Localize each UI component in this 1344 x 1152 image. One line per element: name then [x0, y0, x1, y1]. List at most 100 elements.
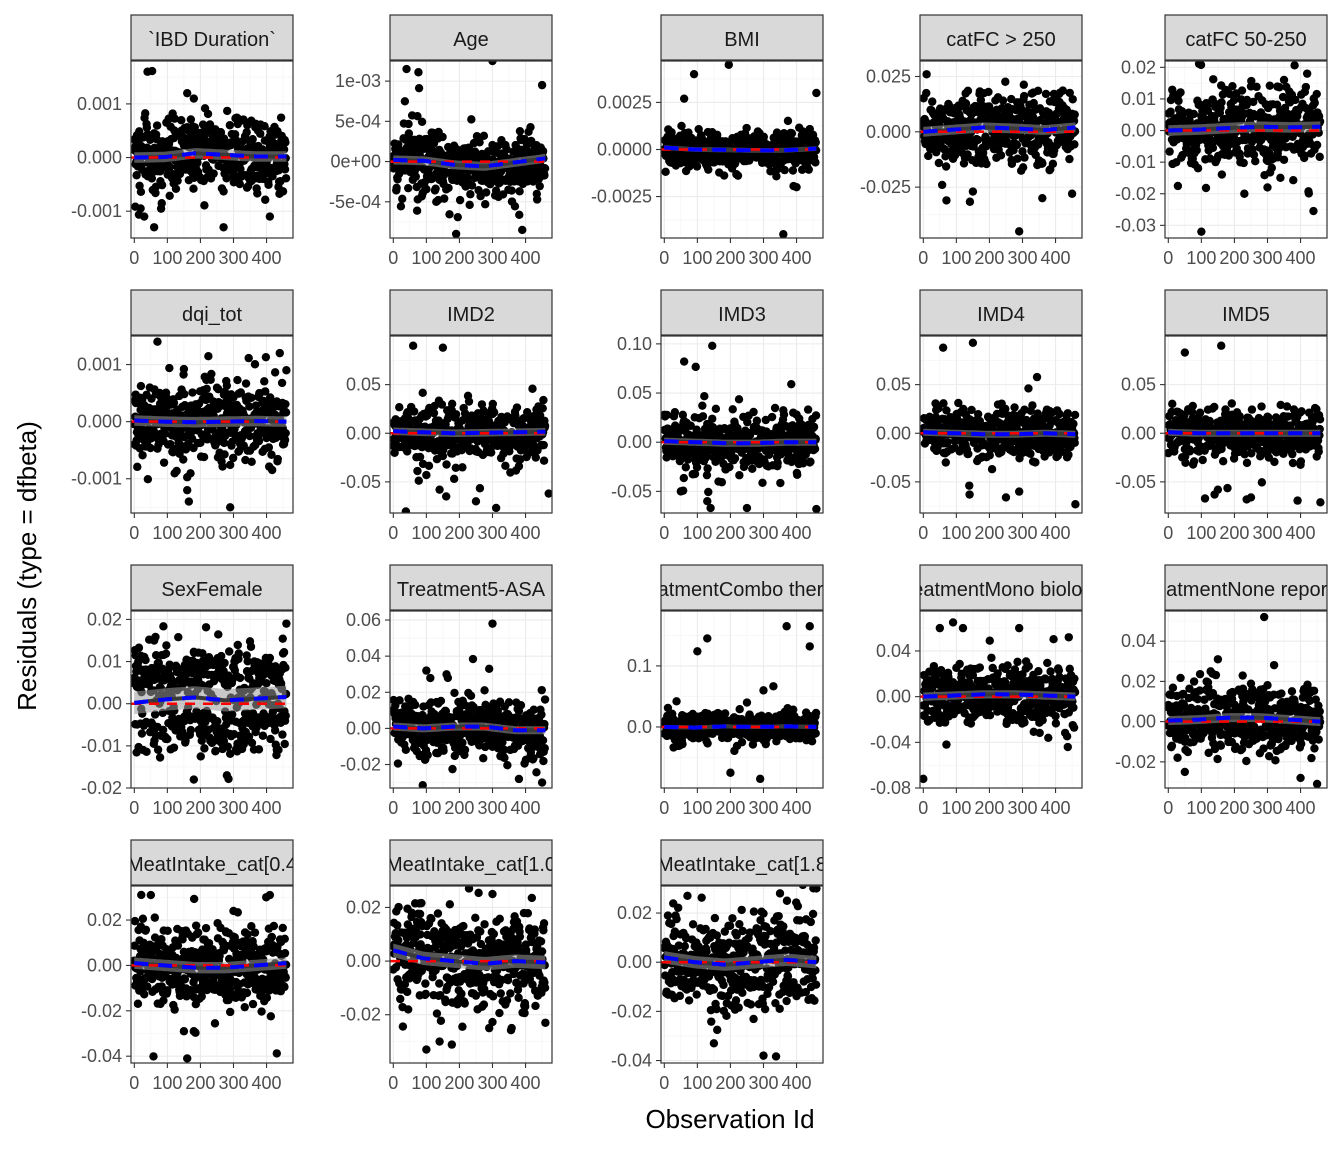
y-tick-label: 0.00: [876, 423, 911, 443]
data-point: [1201, 183, 1211, 193]
data-point: [225, 460, 235, 470]
data-point: [783, 116, 793, 126]
data-point: [165, 363, 174, 373]
facet-strip-label: dqi_tot: [182, 304, 242, 326]
x-tick-label: 100: [1186, 523, 1216, 543]
data-point: [1013, 154, 1022, 163]
data-point: [804, 165, 813, 174]
trend-line: [664, 439, 817, 446]
data-point: [137, 729, 147, 738]
data-point: [404, 119, 413, 129]
y-tick-label: 0.05: [617, 383, 652, 403]
x-tick-label: 100: [941, 523, 971, 543]
outlier-point: [724, 61, 733, 69]
outlier-point: [442, 492, 451, 501]
x-tick-label: 0: [388, 523, 398, 543]
data-point: [803, 405, 813, 414]
data-point: [539, 456, 549, 465]
outlier-point: [676, 487, 686, 496]
x-tick-label: 300: [1252, 248, 1282, 268]
data-point: [1020, 153, 1029, 162]
x-tick-label: 300: [218, 248, 248, 268]
data-point: [142, 123, 152, 132]
data-point: [157, 199, 166, 208]
data-point: [245, 402, 254, 411]
data-point: [1300, 151, 1309, 160]
data-point: [143, 474, 153, 484]
data-point: [1251, 157, 1260, 166]
data-point: [270, 368, 280, 377]
data-point: [159, 622, 168, 631]
panel-border: [130, 335, 294, 514]
scatter-points: [920, 70, 1080, 236]
facet-strip-label: IMD2: [447, 304, 495, 326]
data-point: [1187, 407, 1197, 417]
x-axis-title: Observation Id: [645, 1104, 814, 1134]
outlier-point: [149, 223, 159, 232]
data-point: [772, 172, 781, 181]
x-tick-label: 300: [1252, 523, 1282, 543]
data-point: [1218, 457, 1228, 466]
data-point: [247, 393, 256, 402]
outlier-point: [742, 503, 752, 513]
outlier-point: [537, 80, 547, 90]
data-point: [214, 384, 223, 394]
data-point: [941, 162, 951, 171]
data-point: [155, 753, 165, 762]
data-point: [1065, 154, 1074, 164]
data-point: [1225, 89, 1234, 99]
data-point: [1242, 458, 1252, 468]
data-point: [1290, 61, 1299, 70]
data-point: [157, 180, 167, 190]
outlier-point: [488, 61, 497, 66]
outlier-point: [183, 485, 192, 495]
data-point: [413, 466, 422, 476]
outlier-point: [451, 229, 461, 238]
data-point: [1227, 399, 1236, 408]
x-tick-label: 400: [511, 523, 541, 543]
data-point: [725, 462, 734, 472]
data-point: [134, 643, 144, 652]
data-point: [165, 191, 174, 201]
data-point: [928, 97, 937, 106]
data-point: [278, 187, 288, 196]
facet-strip: [389, 14, 553, 61]
data-point: [1257, 402, 1266, 411]
data-point: [219, 187, 228, 196]
outlier-point: [1213, 485, 1223, 494]
data-point: [662, 410, 672, 420]
data-point: [254, 436, 264, 446]
data-point: [708, 414, 717, 423]
x-tick-label: 0: [659, 523, 669, 543]
data-point: [539, 395, 548, 405]
data-point: [759, 132, 769, 141]
y-tick-label: 0.025: [866, 66, 911, 86]
data-point: [704, 165, 713, 174]
data-point: [136, 381, 146, 391]
data-point: [200, 201, 209, 210]
data-point: [190, 123, 200, 132]
panel-border: [389, 60, 553, 239]
data-point: [1239, 158, 1248, 168]
data-point: [1217, 98, 1226, 107]
data-point: [142, 747, 151, 756]
outlier-point: [184, 497, 194, 506]
data-point: [987, 464, 997, 474]
data-point: [806, 457, 815, 466]
data-point: [225, 121, 235, 130]
data-point: [281, 399, 290, 409]
data-point: [493, 142, 502, 151]
data-point: [489, 408, 499, 417]
data-point: [811, 411, 821, 420]
data-point: [233, 375, 242, 385]
data-point: [793, 470, 802, 480]
data-point: [743, 417, 752, 427]
data-point: [1209, 75, 1218, 84]
data-point: [677, 121, 686, 131]
data-point: [162, 641, 171, 650]
data-point: [1028, 401, 1037, 410]
x-tick-label: 300: [1007, 248, 1037, 268]
trend-line: [134, 418, 287, 425]
y-tick-label: 0.00: [1121, 121, 1156, 141]
